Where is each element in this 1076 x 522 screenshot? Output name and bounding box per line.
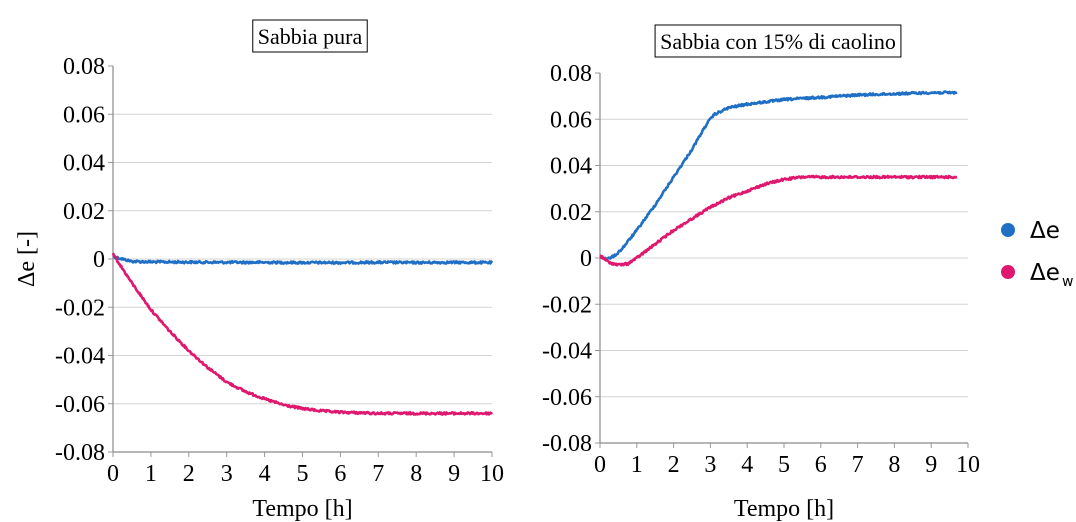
series-line-delta-e-w [113,253,492,414]
x-tick-label: 3 [704,452,716,478]
y-tick-label: -0.06 [55,392,105,418]
x-tick-label: 4 [741,452,753,478]
x-tick-label: 8 [888,452,900,478]
y-tick-label: 0.02 [550,200,592,226]
x-tick-label: 10 [956,452,980,478]
x-tick-label: 5 [778,452,790,478]
x-tick-label: 7 [372,461,384,487]
x-tick-label: 1 [145,461,157,487]
x-tick-label: 9 [448,461,460,487]
x-tick-label: 5 [297,461,309,487]
x-tick-label: 6 [334,461,346,487]
chart-sabbia-pura: 0.080.060.040.020-0.02-0.04-0.06-0.080 1 2… [14,20,504,522]
y-tick-label: -0.02 [55,295,105,321]
x-axis-label: Tempo [h] [734,496,834,522]
chart-title: Sabbia con 15% di caolino [660,29,896,54]
y-tick-label: -0.02 [542,292,592,318]
y-tick-label: 0 [93,247,105,273]
y-tick-label: 0.08 [63,54,105,80]
x-tick-label: 7 [852,452,864,478]
x-tick-label: 4 [259,461,271,487]
y-tick-label: 0.08 [550,61,592,87]
series-line-delta-e [113,256,492,263]
x-tick-label: 1 [631,452,643,478]
y-tick-label: -0.08 [55,440,105,466]
y-tick-label: 0.06 [550,107,592,133]
series-line-delta-e-w [600,176,957,265]
x-tick-label: 8 [410,461,422,487]
y-tick-label: -0.06 [542,385,592,411]
legend-marker [1001,265,1015,279]
x-tick-label: 0 [107,461,119,487]
x-tick-label: 9 [925,452,937,478]
x-tick-label: 3 [221,461,233,487]
x-tick-label: 10 [480,461,504,487]
y-tick-label: -0.08 [542,431,592,457]
chart-title: Sabbia pura [258,24,363,49]
chart-sabbia-caolino: 0.080.060.040.020-0.02-0.04-0.06-0.080 1 2… [542,25,980,522]
x-axis-label: Tempo [h] [252,496,352,522]
legend-subscript: w [1062,274,1073,290]
y-tick-label: 0 [580,246,592,272]
y-tick-label: 0.06 [63,102,105,128]
x-tick-label: 2 [668,452,680,478]
x-tick-label: 6 [815,452,827,478]
x-tick-label: 0 [594,452,606,478]
legend-marker [1001,223,1015,237]
y-tick-label: 0.04 [63,151,105,177]
y-tick-label: -0.04 [55,344,105,370]
y-tick-label: 0.02 [63,199,105,225]
x-tick-label: 2 [183,461,195,487]
y-tick-label: -0.04 [542,339,592,365]
legend-label: Δe [1030,260,1060,286]
y-tick-label: 0.04 [550,154,592,180]
legend-label: Δe [1030,218,1060,244]
y-axis-label: Δe [-] [14,231,40,287]
